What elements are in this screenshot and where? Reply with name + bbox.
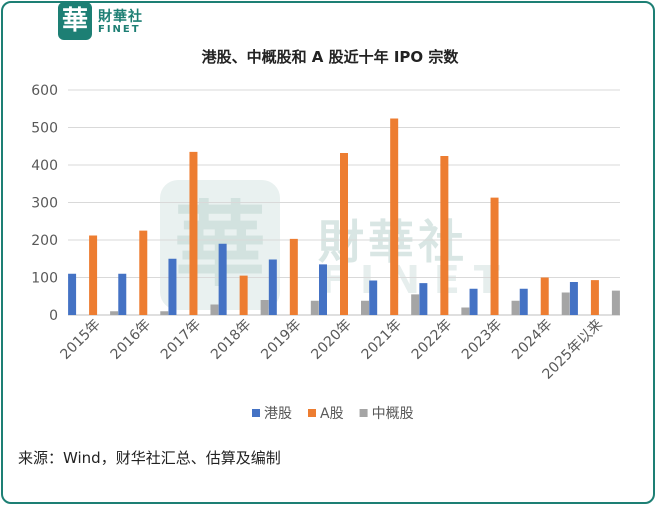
bar-A股 xyxy=(340,153,348,315)
y-tick-label: 300 xyxy=(31,196,58,212)
bar-中概股 xyxy=(361,300,369,315)
bar-港股 xyxy=(569,282,578,315)
bar-A股 xyxy=(440,156,449,315)
bar-A股 xyxy=(590,280,599,315)
bar-港股 xyxy=(68,273,77,315)
y-tick-label: 400 xyxy=(31,158,58,174)
bar-A股 xyxy=(540,277,549,315)
bar-中概股 xyxy=(110,311,119,315)
bar-港股 xyxy=(469,288,478,315)
legend-swatch xyxy=(252,409,260,417)
bar-中概股 xyxy=(210,304,219,315)
bar-港股 xyxy=(419,283,428,315)
bar-A股 xyxy=(289,238,298,315)
legend-label: 港股 xyxy=(264,406,292,422)
x-tick-label: 2024年 xyxy=(509,317,555,363)
bar-A股 xyxy=(89,235,98,315)
bar-中概股 xyxy=(511,300,520,315)
bar-A股 xyxy=(139,230,148,315)
bar-港股 xyxy=(519,288,528,315)
bar-中概股 xyxy=(611,290,620,315)
bar-港股 xyxy=(118,273,127,315)
y-tick-label: 100 xyxy=(31,271,58,287)
bar-A股 xyxy=(189,151,198,315)
bar-港股 xyxy=(268,259,277,315)
x-tick-label: 2016年 xyxy=(108,317,154,363)
legend-swatch xyxy=(359,409,368,417)
logo-name-en: FINET xyxy=(98,24,141,35)
chart-title: 港股、中概股和 A 股近十年 IPO 宗数 xyxy=(201,48,459,66)
bar-港股 xyxy=(218,243,227,315)
x-tick-label: 2023年 xyxy=(459,317,505,363)
bar-中概股 xyxy=(260,300,269,315)
bar-中概股 xyxy=(561,292,570,315)
x-tick-label: 2018年 xyxy=(208,317,254,363)
x-tick-label: 2021年 xyxy=(359,317,405,363)
bar-港股 xyxy=(319,264,327,315)
legend-label: A股 xyxy=(320,406,344,422)
y-tick-label: 200 xyxy=(31,233,58,249)
logo-name-cn: 財華社 xyxy=(98,9,143,25)
x-tick-label: 2019年 xyxy=(258,317,304,363)
source-note: 来源：Wind，财华社汇总、估算及编制 xyxy=(18,449,281,467)
bar-中概股 xyxy=(160,311,169,315)
bar-港股 xyxy=(168,258,177,315)
legend-label: 中概股 xyxy=(372,406,414,422)
bar-A股 xyxy=(239,275,248,315)
y-tick-label: 0 xyxy=(49,308,58,324)
x-tick-label: 2015年 xyxy=(58,317,104,363)
bar-A股 xyxy=(490,197,499,315)
y-tick-label: 500 xyxy=(31,121,58,137)
bar-中概股 xyxy=(310,300,319,315)
bar-A股 xyxy=(390,118,399,315)
bar-中概股 xyxy=(461,307,470,315)
x-tick-label: 2022年 xyxy=(409,317,455,363)
finet-logo: 華 財華社 FINET xyxy=(52,2,162,42)
chart-card xyxy=(1,1,655,504)
y-tick-label: 600 xyxy=(31,83,58,99)
logo-mark: 華 xyxy=(58,2,92,40)
bar-中概股 xyxy=(411,294,420,315)
legend-swatch xyxy=(308,409,316,417)
x-tick-label: 2017年 xyxy=(158,317,204,363)
x-tick-label: 2020年 xyxy=(308,317,354,363)
bar-港股 xyxy=(369,280,378,315)
